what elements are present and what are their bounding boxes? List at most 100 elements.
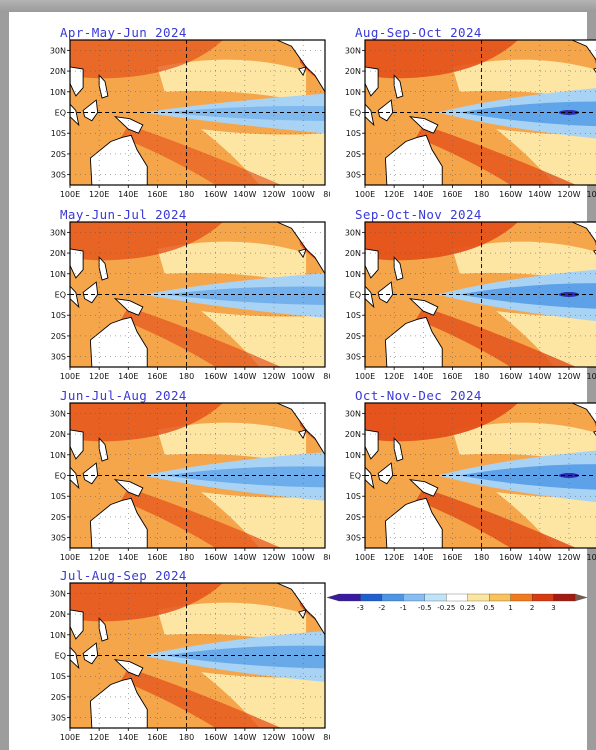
colorbar-swatch — [338, 593, 361, 602]
lat-tick-label: 10S — [346, 311, 361, 320]
lat-tick-label: 30N — [345, 228, 361, 237]
lat-tick-label: 30S — [346, 353, 361, 362]
lat-tick-label: EQ — [55, 472, 66, 481]
colorbar-swatch — [403, 593, 426, 602]
lon-tick-label: 120E — [89, 372, 109, 381]
lat-tick-label: EQ — [55, 652, 66, 661]
panel-title: May-Jun-Jul 2024 — [60, 207, 187, 222]
lon-tick-label: 140E — [413, 553, 433, 562]
lon-tick-label: 100E — [355, 553, 375, 562]
lat-tick-label: EQ — [55, 109, 66, 118]
lon-tick-label: 120E — [384, 190, 404, 199]
lon-tick-label: 120W — [262, 553, 285, 562]
panel-title: Apr-May-Jun 2024 — [60, 25, 187, 40]
lon-tick-label: 120E — [89, 553, 109, 562]
lon-tick-label: 160W — [499, 372, 522, 381]
left-margin — [0, 12, 9, 750]
lat-tick-label: 10N — [345, 88, 361, 97]
map-panel-mjj: May-Jun-Jul 2024 30N 20N 10N EQ 10S 20S 30S 100E… — [30, 207, 330, 387]
anomaly-map: 30N 20N 10N EQ 10S 20S 30S 100E 120E 140E 160E 180 1… — [50, 221, 330, 381]
lon-tick-label: 140E — [118, 190, 138, 199]
lat-tick-label: 10S — [51, 311, 66, 320]
lon-tick-label: 120W — [557, 190, 580, 199]
lon-tick-label: 100W — [587, 190, 596, 199]
lon-tick-label: 100W — [292, 553, 315, 562]
panel-title: Jun-Jul-Aug 2024 — [60, 388, 187, 403]
map-panel-amj: Apr-May-Jun 2024 30N 20N 10N EQ 10S 20S 30S 100E… — [30, 25, 330, 205]
lon-tick-label: 180 — [474, 553, 489, 562]
lon-tick-label: 180 — [179, 372, 194, 381]
colorbar-swatch — [360, 593, 383, 602]
colorbar-svg: -3 -2 -1 -0.5 -0.25 0.25 0.5 1 2 3 — [326, 593, 588, 612]
lat-tick-label: 20N — [50, 610, 66, 619]
lon-tick-label: 160E — [147, 553, 167, 562]
lat-tick-label: 20N — [345, 249, 361, 258]
colorbar-swatch — [531, 593, 554, 602]
lon-tick-label: 160W — [204, 553, 227, 562]
lon-tick-label: 100E — [355, 372, 375, 381]
map-panel-jja: Jun-Jul-Aug 2024 30N 20N 10N EQ 10S 20S 30S 100E… — [30, 388, 330, 568]
colorbar-label: 1 — [508, 604, 512, 612]
lat-tick-label: 10N — [50, 451, 66, 460]
colorbar-label: 0.5 — [484, 604, 495, 612]
lat-tick-label: 10S — [51, 492, 66, 501]
anomaly-map: 30N 20N 10N EQ 10S 20S 30S 100E 120E 140E 160E 180 1… — [50, 402, 330, 562]
lon-tick-label: 120W — [262, 372, 285, 381]
lat-tick-label: 20N — [50, 67, 66, 76]
colorbar-label: -0.5 — [418, 604, 432, 612]
lon-tick-label: 140W — [528, 372, 551, 381]
lon-tick-label: 120E — [89, 190, 109, 199]
lon-tick-label: 140W — [233, 190, 256, 199]
lat-tick-label: 30N — [50, 589, 66, 598]
lon-tick-label: 100W — [587, 553, 596, 562]
lat-tick-label: 10N — [345, 451, 361, 460]
lon-tick-label: 120W — [557, 372, 580, 381]
colorbar-swatch — [510, 593, 533, 602]
colorbar-swatch — [424, 593, 447, 602]
colorbar-swatch — [381, 593, 404, 602]
lat-tick-label: 30N — [50, 228, 66, 237]
anomaly-map: 30N 20N 10N EQ 10S 20S 30S 100E 120E 140E 160E 180 1… — [345, 402, 596, 562]
lon-tick-label: 140E — [118, 733, 138, 742]
lon-tick-label: 120E — [89, 733, 109, 742]
lon-tick-label: 140E — [413, 372, 433, 381]
lat-tick-label: EQ — [350, 472, 361, 481]
lat-tick-label: 20N — [50, 249, 66, 258]
lat-tick-label: 10N — [50, 270, 66, 279]
lon-tick-label: 80W — [323, 372, 330, 381]
lon-tick-label: 160E — [442, 553, 462, 562]
colorbar-swatch — [553, 593, 576, 602]
lat-tick-label: 20S — [51, 693, 66, 702]
colorbar-swatch — [467, 593, 490, 602]
lon-tick-label: 140W — [233, 553, 256, 562]
lat-tick-label: 30S — [51, 353, 66, 362]
colorbar-swatch — [446, 593, 469, 602]
lon-tick-label: 140W — [528, 190, 551, 199]
lat-tick-label: EQ — [350, 291, 361, 300]
lon-tick-label: 140E — [413, 190, 433, 199]
lat-tick-label: 30N — [345, 409, 361, 418]
lat-tick-label: 20N — [345, 430, 361, 439]
colorbar: -3 -2 -1 -0.5 -0.25 0.25 0.5 1 2 3 — [325, 590, 595, 620]
colorbar-label: -0.25 — [437, 604, 455, 612]
lat-tick-label: 30S — [51, 714, 66, 723]
lat-tick-label: 30S — [346, 534, 361, 543]
lat-tick-label: 10N — [50, 631, 66, 640]
panel-title: Jul-Aug-Sep 2024 — [60, 568, 187, 583]
lat-tick-label: 20S — [346, 513, 361, 522]
lon-tick-label: 160W — [204, 190, 227, 199]
panel-title: Sep-Oct-Nov 2024 — [355, 207, 482, 222]
lon-tick-label: 140E — [118, 372, 138, 381]
lon-tick-label: 180 — [474, 372, 489, 381]
lon-tick-label: 120E — [384, 372, 404, 381]
right-margin — [587, 12, 596, 750]
lat-tick-label: 20S — [346, 150, 361, 159]
lat-tick-label: 10S — [51, 672, 66, 681]
anomaly-map: 30N 20N 10N EQ 10S 20S 30S 100E 120E 140E 160E 180 1… — [345, 221, 596, 381]
lon-tick-label: 100W — [292, 190, 315, 199]
colorbar-label: 2 — [530, 604, 534, 612]
anomaly-map: 30N 20N 10N EQ 10S 20S 30S 100E 120E 140E 160E 180 1… — [50, 39, 330, 199]
lat-tick-label: 30N — [50, 409, 66, 418]
lon-tick-label: 120W — [262, 733, 285, 742]
panel-title: Aug-Sep-Oct 2024 — [355, 25, 482, 40]
